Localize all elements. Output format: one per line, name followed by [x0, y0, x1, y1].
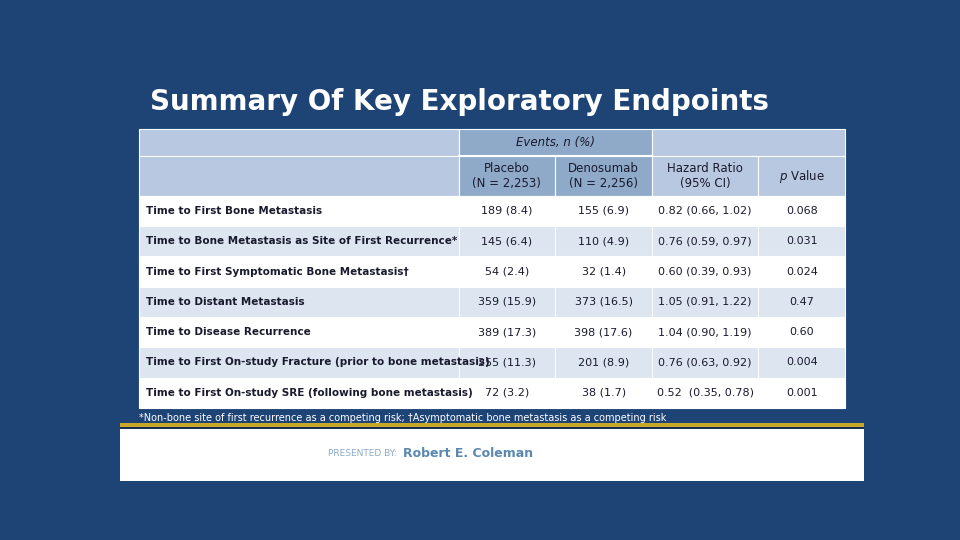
Text: Time to Disease Recurrence: Time to Disease Recurrence: [146, 327, 311, 337]
Text: 255 (11.3): 255 (11.3): [478, 357, 536, 367]
Bar: [138, 317, 459, 347]
Text: 389 (17.3): 389 (17.3): [478, 327, 536, 337]
Bar: [120, 427, 864, 481]
Bar: [459, 347, 555, 377]
Text: 189 (8.4): 189 (8.4): [481, 206, 533, 216]
Bar: [758, 226, 846, 256]
Text: 72 (3.2): 72 (3.2): [485, 388, 529, 397]
Text: 1.04 (0.90, 1.19): 1.04 (0.90, 1.19): [659, 327, 752, 337]
Bar: [555, 256, 652, 287]
Bar: [138, 256, 459, 287]
Text: Denosumab
(N = 2,256): Denosumab (N = 2,256): [568, 162, 639, 190]
Text: 0.82 (0.66, 1.02): 0.82 (0.66, 1.02): [659, 206, 752, 216]
Bar: [555, 347, 652, 377]
Bar: [555, 287, 652, 317]
Text: 0.60: 0.60: [789, 327, 814, 337]
Bar: [652, 317, 758, 347]
Bar: [758, 196, 846, 226]
Text: 201 (8.9): 201 (8.9): [578, 357, 629, 367]
Text: Time to Bone Metastasis as Site of First Recurrence*: Time to Bone Metastasis as Site of First…: [146, 236, 457, 246]
Bar: [758, 287, 846, 317]
Bar: [555, 317, 652, 347]
Bar: [459, 156, 555, 196]
Bar: [652, 196, 758, 226]
Text: 0.52  (0.35, 0.78): 0.52 (0.35, 0.78): [657, 388, 754, 397]
Bar: [138, 226, 459, 256]
Bar: [652, 129, 846, 156]
Bar: [138, 347, 459, 377]
Text: 0.76 (0.59, 0.97): 0.76 (0.59, 0.97): [659, 236, 752, 246]
Bar: [555, 156, 652, 196]
Text: 0.60 (0.39, 0.93): 0.60 (0.39, 0.93): [659, 267, 752, 276]
Text: $p$ Value: $p$ Value: [779, 167, 825, 185]
Bar: [138, 287, 459, 317]
Bar: [652, 256, 758, 287]
Text: 0.001: 0.001: [786, 388, 818, 397]
Bar: [652, 287, 758, 317]
Bar: [459, 129, 652, 156]
Text: Time to First Symptomatic Bone Metastasis†: Time to First Symptomatic Bone Metastasi…: [146, 267, 409, 276]
Text: 0.76 (0.63, 0.92): 0.76 (0.63, 0.92): [659, 357, 752, 367]
Bar: [652, 377, 758, 408]
Text: PRESENTED BY:: PRESENTED BY:: [328, 449, 403, 458]
Text: Time to First Bone Metastasis: Time to First Bone Metastasis: [146, 206, 323, 216]
Text: 155 (6.9): 155 (6.9): [578, 206, 629, 216]
Bar: [459, 377, 555, 408]
Text: 32 (1.4): 32 (1.4): [582, 267, 626, 276]
Text: 38 (1.7): 38 (1.7): [582, 388, 626, 397]
Bar: [758, 256, 846, 287]
Bar: [652, 226, 758, 256]
Text: Time to First On-study Fracture (prior to bone metastasis): Time to First On-study Fracture (prior t…: [146, 357, 490, 367]
Bar: [120, 427, 864, 429]
Bar: [459, 317, 555, 347]
Bar: [758, 317, 846, 347]
Bar: [138, 156, 459, 196]
Text: 0.031: 0.031: [786, 236, 818, 246]
Bar: [758, 347, 846, 377]
Text: Time to Distant Metastasis: Time to Distant Metastasis: [146, 297, 304, 307]
Text: Placebo
(N = 2,253): Placebo (N = 2,253): [472, 162, 541, 190]
Text: 0.024: 0.024: [786, 267, 818, 276]
Text: Summary Of Key Exploratory Endpoints: Summary Of Key Exploratory Endpoints: [150, 87, 769, 116]
Bar: [652, 347, 758, 377]
Bar: [138, 129, 459, 156]
Bar: [555, 377, 652, 408]
Text: 1.05 (0.91, 1.22): 1.05 (0.91, 1.22): [659, 297, 752, 307]
Text: 54 (2.4): 54 (2.4): [485, 267, 529, 276]
Text: 110 (4.9): 110 (4.9): [578, 236, 629, 246]
Text: *Non-bone site of first recurrence as a competing risk; †Asymptomatic bone metas: *Non-bone site of first recurrence as a …: [138, 413, 666, 423]
Text: Hazard Ratio
(95% CI): Hazard Ratio (95% CI): [667, 162, 743, 190]
Bar: [758, 156, 846, 196]
Bar: [138, 196, 459, 226]
Bar: [459, 256, 555, 287]
Text: 0.47: 0.47: [789, 297, 814, 307]
Bar: [459, 287, 555, 317]
Bar: [652, 156, 758, 196]
Text: 359 (15.9): 359 (15.9): [478, 297, 536, 307]
Bar: [120, 423, 864, 427]
Bar: [138, 377, 459, 408]
Bar: [459, 226, 555, 256]
Text: 398 (17.6): 398 (17.6): [574, 327, 633, 337]
Bar: [555, 196, 652, 226]
Text: Events, n (%): Events, n (%): [516, 136, 595, 149]
Bar: [459, 196, 555, 226]
Bar: [555, 226, 652, 256]
Bar: [758, 377, 846, 408]
Text: Time to First On-study SRE (following bone metastasis): Time to First On-study SRE (following bo…: [146, 388, 472, 397]
Text: Robert E. Coleman: Robert E. Coleman: [403, 447, 533, 460]
Text: 145 (6.4): 145 (6.4): [481, 236, 533, 246]
Text: 373 (16.5): 373 (16.5): [575, 297, 633, 307]
Text: 0.068: 0.068: [786, 206, 818, 216]
Text: 0.004: 0.004: [786, 357, 818, 367]
